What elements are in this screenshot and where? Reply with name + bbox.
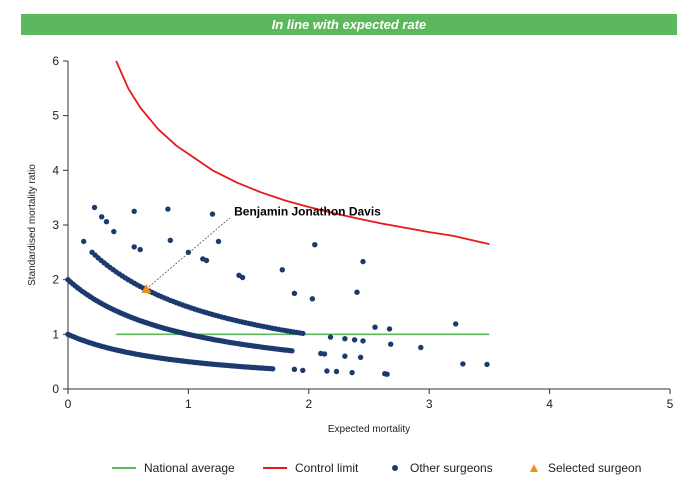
y-tick-label: 3 <box>52 218 59 232</box>
surgeon-point <box>309 296 316 302</box>
y-tick-label: 2 <box>52 273 59 287</box>
surgeon-point <box>215 238 222 245</box>
surgeon-point <box>351 337 358 343</box>
surgeon-point <box>453 321 459 327</box>
surgeon-point <box>484 361 490 368</box>
y-tick-label: 0 <box>52 382 59 396</box>
surgeon-point <box>291 366 298 372</box>
status-banner: In line with expected rate <box>21 14 677 35</box>
selected-surgeon-marker <box>141 283 152 293</box>
surgeon-point <box>289 348 295 354</box>
legend-label: National average <box>144 461 235 475</box>
surgeon-point <box>360 338 366 344</box>
y-axis-label: Standardised mortality ratio <box>27 164 38 286</box>
x-tick-label: 4 <box>546 397 553 411</box>
surgeon-point <box>239 274 246 281</box>
legend-item-selected-surgeon: Selected surgeon <box>530 458 641 478</box>
surgeon-point <box>131 244 137 250</box>
legend-label: Control limit <box>295 461 359 475</box>
surgeon-point <box>270 366 276 372</box>
x-tick-label: 2 <box>305 397 312 411</box>
y-tick-label: 6 <box>52 54 59 68</box>
selected-surgeon-label: Benjamin Jonathon Davis <box>234 205 381 219</box>
surgeon-point <box>324 368 330 374</box>
surgeon-point <box>300 367 306 374</box>
surgeon-point <box>111 228 117 235</box>
surgeon-point <box>354 289 360 295</box>
surgeon-point <box>203 257 210 264</box>
surgeon-point <box>357 354 364 360</box>
surgeon-point <box>349 369 355 376</box>
national-average-swatch <box>112 467 136 469</box>
y-tick-label: 1 <box>52 327 59 341</box>
x-tick-label: 0 <box>65 397 72 411</box>
surgeon-point <box>312 242 318 248</box>
surgeon-point <box>99 214 105 220</box>
y-tick-label: 4 <box>52 163 59 177</box>
surgeon-point <box>386 326 393 332</box>
annotation-leader-line <box>146 217 231 290</box>
x-tick-label: 5 <box>667 397 674 411</box>
surgeon-point <box>103 219 110 225</box>
surgeon-point <box>384 371 390 377</box>
surgeon-point <box>185 249 192 255</box>
x-tick-label: 1 <box>185 397 192 411</box>
surgeon-point <box>137 246 143 253</box>
surgeon-point <box>131 208 137 214</box>
surgeon-point <box>342 353 348 359</box>
control-limit-swatch <box>263 467 287 469</box>
surgeon-point <box>418 344 424 351</box>
surgeon-point <box>91 204 98 211</box>
legend: National average Control limit Other sur… <box>0 458 700 478</box>
legend-label: Other surgeons <box>410 461 493 475</box>
x-tick-label: 3 <box>426 397 433 411</box>
surgeon-point <box>342 336 348 342</box>
surgeon-point <box>460 361 466 367</box>
surgeon-point <box>165 206 171 212</box>
surgeon-point <box>209 211 216 217</box>
control-limit-line <box>115 60 490 245</box>
legend-item-other-surgeons: Other surgeons <box>392 458 493 478</box>
legend-item-control-limit: Control limit <box>263 458 358 478</box>
surgeon-point <box>321 351 328 357</box>
selected-surgeon-swatch <box>530 464 538 472</box>
chart-marks: Benjamin Jonathon Davis <box>65 60 490 377</box>
surgeon-point <box>388 341 394 347</box>
surgeon-point <box>167 237 173 243</box>
y-tick-label: 5 <box>52 109 59 123</box>
surgeon-point <box>291 290 298 296</box>
surgeon-point <box>327 334 334 340</box>
surgeon-point <box>279 267 285 273</box>
other-surgeons-swatch <box>392 465 398 471</box>
surgeon-point <box>372 324 378 330</box>
surgeon-point <box>300 330 306 337</box>
surgeon-point <box>360 258 366 265</box>
surgeon-point <box>333 368 340 375</box>
surgeon-point <box>81 238 87 245</box>
legend-label: Selected surgeon <box>548 461 642 475</box>
legend-item-national-average: National average <box>112 458 235 478</box>
x-axis-label: Expected mortality <box>328 424 410 435</box>
